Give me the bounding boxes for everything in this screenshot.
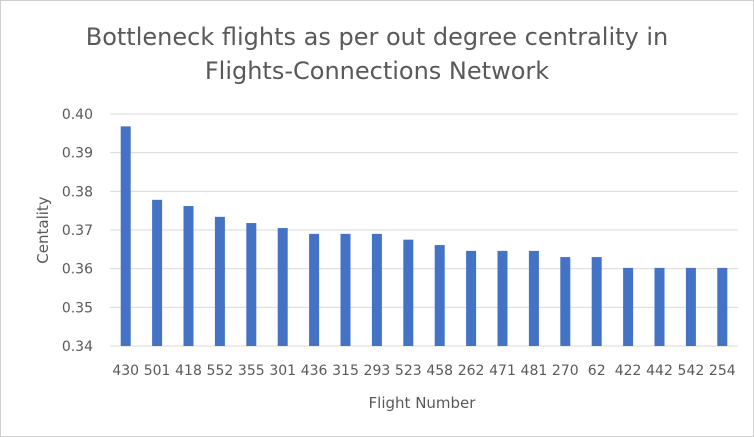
y-tick-label: 0.34 bbox=[62, 339, 93, 355]
bar-270 bbox=[560, 257, 571, 346]
chart-title-line-1: Bottleneck flights as per out degree cen… bbox=[85, 23, 669, 51]
chart-title-line-2: Flights-Connections Network bbox=[204, 57, 550, 85]
bar-458 bbox=[434, 245, 445, 346]
bar-436 bbox=[309, 233, 320, 346]
x-tick-label: 523 bbox=[395, 363, 422, 379]
bar-471 bbox=[497, 250, 508, 346]
y-axis-ticks: 0.34 0.35 0.36 0.37 0.38 0.39 0.40 bbox=[62, 107, 93, 355]
y-axis-label: Centality bbox=[34, 196, 52, 263]
x-tick-label: 422 bbox=[615, 363, 642, 379]
bar-418 bbox=[183, 206, 194, 346]
bar-430 bbox=[120, 126, 131, 346]
y-tick-label: 0.40 bbox=[62, 107, 93, 123]
bar-315 bbox=[340, 233, 351, 346]
bar-542 bbox=[685, 267, 696, 346]
bar-552 bbox=[214, 216, 225, 346]
x-tick-label: 436 bbox=[301, 363, 328, 379]
x-tick-label: 270 bbox=[552, 363, 579, 379]
chart-title: Bottleneck flights as per out degree cen… bbox=[0, 20, 754, 88]
x-tick-label: 254 bbox=[709, 363, 736, 379]
bar-442 bbox=[654, 267, 665, 346]
bar-501 bbox=[152, 199, 163, 346]
bar-481 bbox=[528, 250, 539, 346]
x-tick-label: 315 bbox=[332, 363, 359, 379]
bar-355 bbox=[246, 223, 257, 346]
y-tick-label: 0.37 bbox=[62, 223, 93, 239]
bar-254 bbox=[717, 267, 728, 346]
x-tick-label: 481 bbox=[521, 363, 548, 379]
bar-523 bbox=[403, 239, 414, 346]
bar-262 bbox=[466, 250, 477, 346]
bar-62 bbox=[591, 257, 602, 346]
x-tick-label: 262 bbox=[458, 363, 485, 379]
bar-301 bbox=[277, 228, 288, 346]
x-tick-label: 542 bbox=[678, 363, 705, 379]
x-tick-label: 501 bbox=[144, 363, 171, 379]
y-tick-label: 0.35 bbox=[62, 300, 93, 316]
x-tick-label: 552 bbox=[207, 363, 234, 379]
x-tick-label: 442 bbox=[646, 363, 673, 379]
bar-422 bbox=[623, 267, 634, 346]
x-axis-label: Flight Number bbox=[369, 394, 477, 412]
gridlines bbox=[110, 113, 738, 347]
x-tick-label: 471 bbox=[489, 363, 516, 379]
y-tick-label: 0.38 bbox=[62, 184, 93, 200]
x-tick-label: 355 bbox=[238, 363, 265, 379]
x-axis-ticks: 430 501 418 552 355 301 436 315 293 523 458 262 471 4… bbox=[112, 363, 735, 379]
x-tick-label: 62 bbox=[588, 363, 606, 379]
bars bbox=[120, 126, 728, 346]
x-tick-label: 430 bbox=[112, 363, 139, 379]
x-tick-label: 293 bbox=[364, 363, 391, 379]
x-tick-label: 458 bbox=[426, 363, 453, 379]
bar-293 bbox=[371, 233, 382, 346]
x-tick-label: 418 bbox=[175, 363, 202, 379]
x-tick-label: 301 bbox=[269, 363, 296, 379]
y-tick-label: 0.36 bbox=[62, 262, 93, 278]
y-tick-label: 0.39 bbox=[62, 146, 93, 162]
